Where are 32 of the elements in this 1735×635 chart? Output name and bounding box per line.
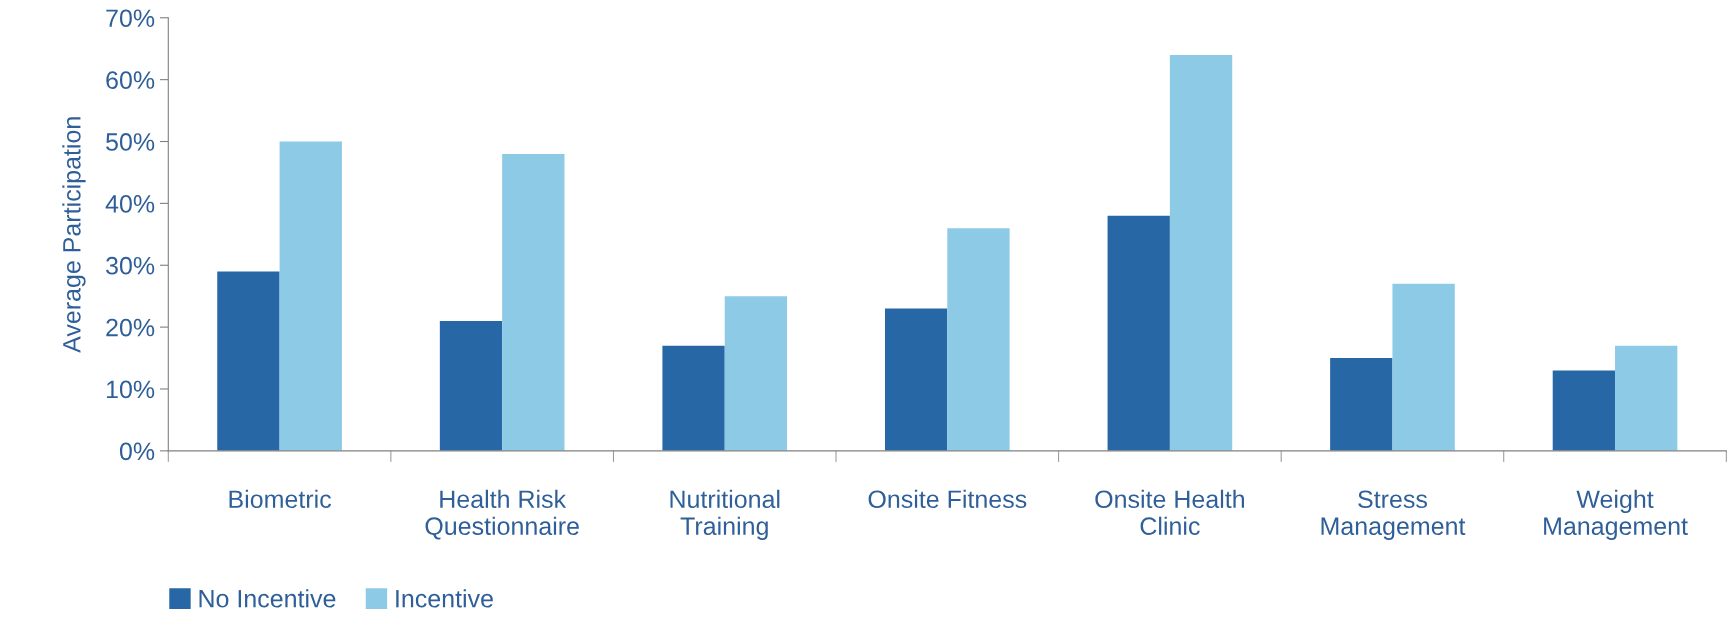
bar — [217, 271, 280, 451]
bar — [502, 153, 565, 451]
legend-label: No Incentive — [199, 589, 336, 608]
y-tick-label: 0% — [119, 442, 155, 461]
bar — [1107, 215, 1170, 451]
x-tick-label: Health Risk Questionnaire — [425, 489, 579, 540]
y-axis-title: Average Participation — [62, 117, 86, 353]
bar — [1552, 370, 1616, 451]
y-tick-label: 40% — [105, 194, 155, 213]
x-tick-label: Weight Management — [1544, 489, 1688, 540]
x-tick-label: Biometric — [229, 489, 332, 509]
bar — [439, 320, 503, 451]
y-tick-label: 50% — [106, 133, 155, 151]
x-tick-label: Stress Management — [1321, 490, 1466, 540]
bar — [279, 141, 342, 451]
bar — [662, 345, 725, 451]
x-tick-label: Onsite Health Clinic — [1095, 489, 1244, 536]
y-tick-label: 60% — [106, 71, 155, 89]
bar — [947, 228, 1010, 451]
bar — [1615, 345, 1678, 451]
bar — [724, 296, 788, 451]
bar — [1392, 283, 1455, 451]
x-tick-label: Onsite Fitness — [868, 489, 1027, 509]
x-tick-label: Nutritional Training — [670, 489, 780, 540]
legend-label: Incentive — [396, 589, 493, 608]
bar — [884, 308, 948, 451]
bar — [1169, 54, 1233, 451]
y-tick-label: 70% — [106, 9, 155, 28]
y-tick-label: 10% — [106, 380, 155, 399]
y-tick-label: 30% — [106, 256, 155, 275]
bar — [1330, 358, 1393, 451]
y-tick-label: 20% — [106, 318, 155, 337]
